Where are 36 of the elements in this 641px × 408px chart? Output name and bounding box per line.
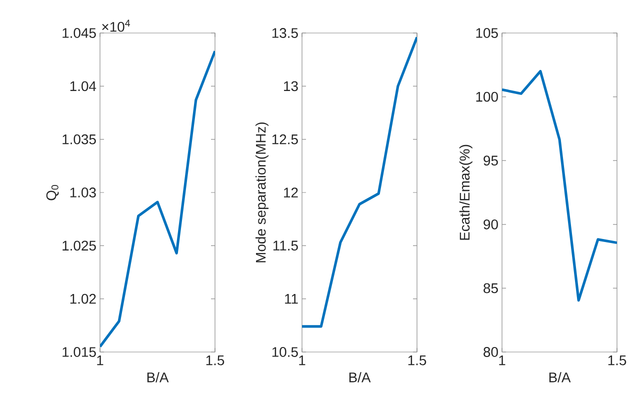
y-tick-label: 1.045 xyxy=(62,28,96,38)
y-tick-label: 100 xyxy=(476,92,498,102)
y-axis-title: Ecath/Emax(%) xyxy=(459,144,472,240)
y-axis-title: Mode separation(MHz) xyxy=(255,122,268,262)
x-tick-label: 1 xyxy=(97,356,104,366)
y-tick-label: 1.035 xyxy=(62,134,96,144)
y-tick-label: 10.5 xyxy=(272,347,298,357)
line-series xyxy=(502,70,617,302)
x-tick-label: 1.5 xyxy=(608,356,626,366)
text: ×10$^{4}$ xyxy=(102,20,130,32)
x-axis-title: B/A xyxy=(549,372,571,382)
line-series xyxy=(100,50,215,348)
y-tick-label: 1.015 xyxy=(62,347,96,357)
y-tick-label: 12.5 xyxy=(272,134,298,144)
y-tick-label: 80 xyxy=(484,347,498,357)
y-tick-label: 13 xyxy=(284,81,298,92)
x-axis-title: B/A xyxy=(147,372,169,382)
y-tick-label: 85 xyxy=(484,283,498,294)
y-tick-label: 1.02 xyxy=(70,294,96,304)
line-series xyxy=(302,36,417,328)
x-tick-label: 1 xyxy=(499,356,506,366)
y-tick-label: 1.04 xyxy=(70,81,96,92)
y-tick-label: 105 xyxy=(476,28,498,38)
x-tick-label: 1.5 xyxy=(206,356,224,366)
x-tick-label: 1.5 xyxy=(408,356,426,366)
y-tick-label: 11.5 xyxy=(273,240,298,251)
y-tick-label: 1.03 xyxy=(70,188,96,198)
y-tick-label: 1.025 xyxy=(62,240,96,251)
y-tick-label: 12 xyxy=(284,188,298,198)
x-axis-title: B/A xyxy=(349,372,371,382)
y-tick-label: 90 xyxy=(484,219,498,230)
x-tick-label: 1 xyxy=(299,356,306,366)
y-tick-label: 11 xyxy=(285,294,298,304)
y-tick-label: 95 xyxy=(484,156,498,166)
y-tick-label: 13.5 xyxy=(272,28,298,38)
y-axis-title: Q$_{0}$ xyxy=(46,184,59,200)
